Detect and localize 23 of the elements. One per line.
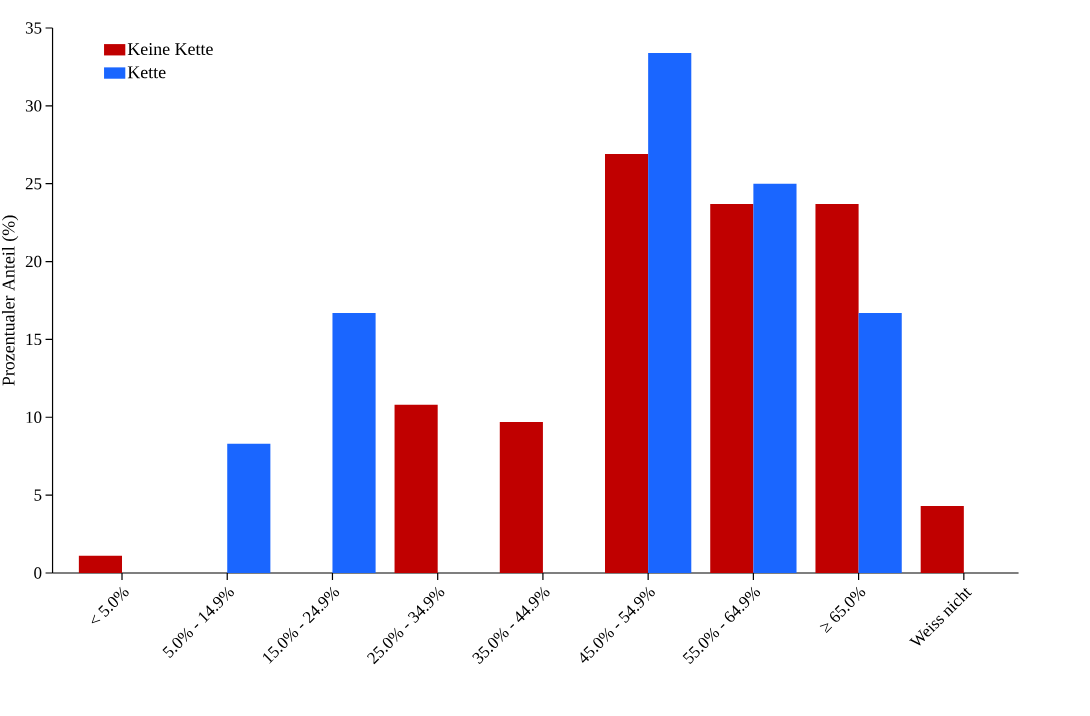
y-tick-label: 10 (26, 411, 42, 423)
y-tick-label: 20 (25, 255, 42, 268)
y-tick-label: 15 (26, 333, 42, 346)
bar (648, 52, 692, 573)
y-tick-label: 0 (34, 567, 42, 579)
bar (227, 443, 271, 573)
bar (858, 312, 902, 573)
bar (710, 203, 754, 573)
y-axis-title: Prozentualer Anteil (%) (1, 215, 19, 386)
legend-label: Keine Kette (127, 43, 213, 56)
bar (920, 506, 964, 573)
legend-label: Kette (127, 66, 166, 79)
y-tick-label: 30 (25, 100, 42, 112)
bar (815, 203, 859, 573)
y-tick-label: 25 (25, 178, 42, 190)
y-tick-label: 5 (34, 489, 42, 501)
y-tick-label: 35 (25, 22, 42, 34)
bar (394, 404, 438, 573)
bar (332, 312, 376, 573)
bar (499, 421, 543, 573)
bar (605, 154, 649, 573)
bar (78, 555, 122, 573)
bar (753, 183, 797, 573)
